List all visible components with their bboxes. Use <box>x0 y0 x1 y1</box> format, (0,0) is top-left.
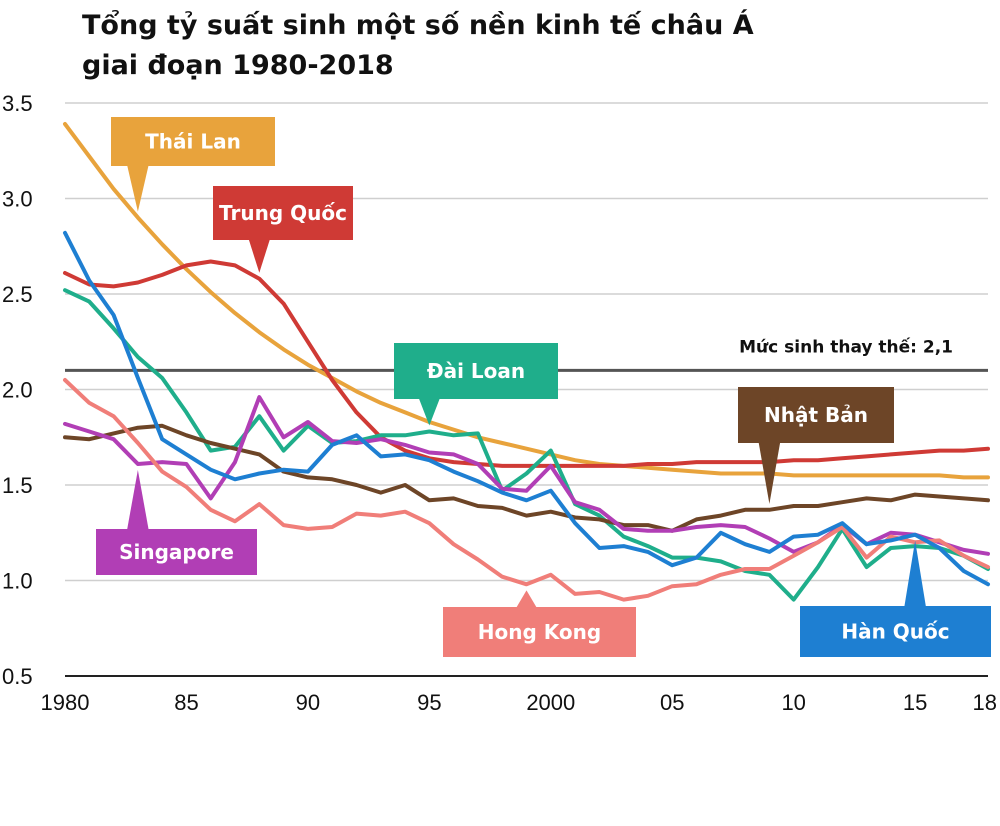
y-tick-label: 1.0 <box>2 569 33 594</box>
series-line-nhat-ban <box>63 423 990 533</box>
x-tick-label: 90 <box>296 690 320 715</box>
callout-trung-quoc: Trung Quốc <box>213 186 353 273</box>
callout-box <box>800 606 991 657</box>
series-line-han-quoc <box>63 230 990 587</box>
series-line-dai-loan <box>63 288 990 602</box>
callout-label: Singapore <box>119 540 234 564</box>
callout-han-quoc: Hàn Quốc <box>800 540 991 657</box>
callout-hong-kong: Hong Kong <box>443 590 636 657</box>
callout-label: Thái Lan <box>145 130 241 154</box>
callout-pointer <box>248 238 271 273</box>
callout-singapore: Singapore <box>96 469 257 575</box>
replacement-line-label: Mức sinh thay thế: 2,1 <box>739 336 953 357</box>
y-axis-ticks: 3.5 3.0 2.5 2.0 1.5 1.0 0.5 <box>2 91 33 689</box>
callout-label: Nhật Bản <box>764 403 868 427</box>
chart-title: Tổng tỷ suất sinh một số nền kinh tế châ… <box>82 6 882 86</box>
x-tick-label: 05 <box>660 690 684 715</box>
callout-nhat-ban: Nhật Bản <box>738 387 894 504</box>
callout-label: Đài Loan <box>427 359 525 383</box>
callout-pointer <box>126 164 149 212</box>
callout-pointer <box>515 590 538 609</box>
x-tick-label: 18 <box>973 690 997 715</box>
callout-pointer <box>904 540 927 608</box>
callout-box <box>213 186 353 240</box>
chart-title-line-1: Tổng tỷ suất sinh một số nền kinh tế châ… <box>82 10 754 41</box>
callout-box <box>394 343 558 399</box>
y-tick-label: 0.5 <box>2 664 33 689</box>
y-tick-label: 3.0 <box>2 187 33 212</box>
callout-pointer <box>126 469 149 531</box>
x-tick-label: 1980 <box>41 690 90 715</box>
x-tick-label: 10 <box>781 690 805 715</box>
series-line-hong-kong <box>63 378 990 602</box>
x-axis-ticks: 1980 85 90 95 2000 05 10 15 18 <box>41 690 997 715</box>
callout-label: Hàn Quốc <box>841 620 949 644</box>
series-line-thai-lan <box>63 122 990 480</box>
y-tick-label: 1.5 <box>2 473 33 498</box>
x-tick-label: 2000 <box>526 690 575 715</box>
callout-label: Hong Kong <box>478 620 601 644</box>
series-callouts: Thái Lan Trung Quốc Đài Loan Nhật Bản Singap… <box>96 117 991 657</box>
y-tick-label: 3.5 <box>2 91 33 116</box>
y-tick-label: 2.5 <box>2 282 33 307</box>
callout-thai-lan: Thái Lan <box>111 117 275 212</box>
callout-box <box>111 117 275 166</box>
callout-box <box>443 607 636 657</box>
callout-box <box>96 529 257 575</box>
series-line-trung-quoc <box>63 259 990 468</box>
series-lines <box>63 122 990 602</box>
callout-label: Trung Quốc <box>219 201 347 225</box>
chart-title-line-2: giai đoạn 1980-2018 <box>82 50 394 81</box>
callout-box <box>738 387 894 443</box>
callout-pointer <box>758 441 781 504</box>
y-tick-label: 2.0 <box>2 378 33 403</box>
x-tick-label: 95 <box>417 690 441 715</box>
callout-pointer <box>418 397 441 426</box>
x-tick-label: 85 <box>174 690 198 715</box>
callout-dai-loan: Đài Loan <box>394 343 558 426</box>
x-tick-label: 15 <box>903 690 927 715</box>
